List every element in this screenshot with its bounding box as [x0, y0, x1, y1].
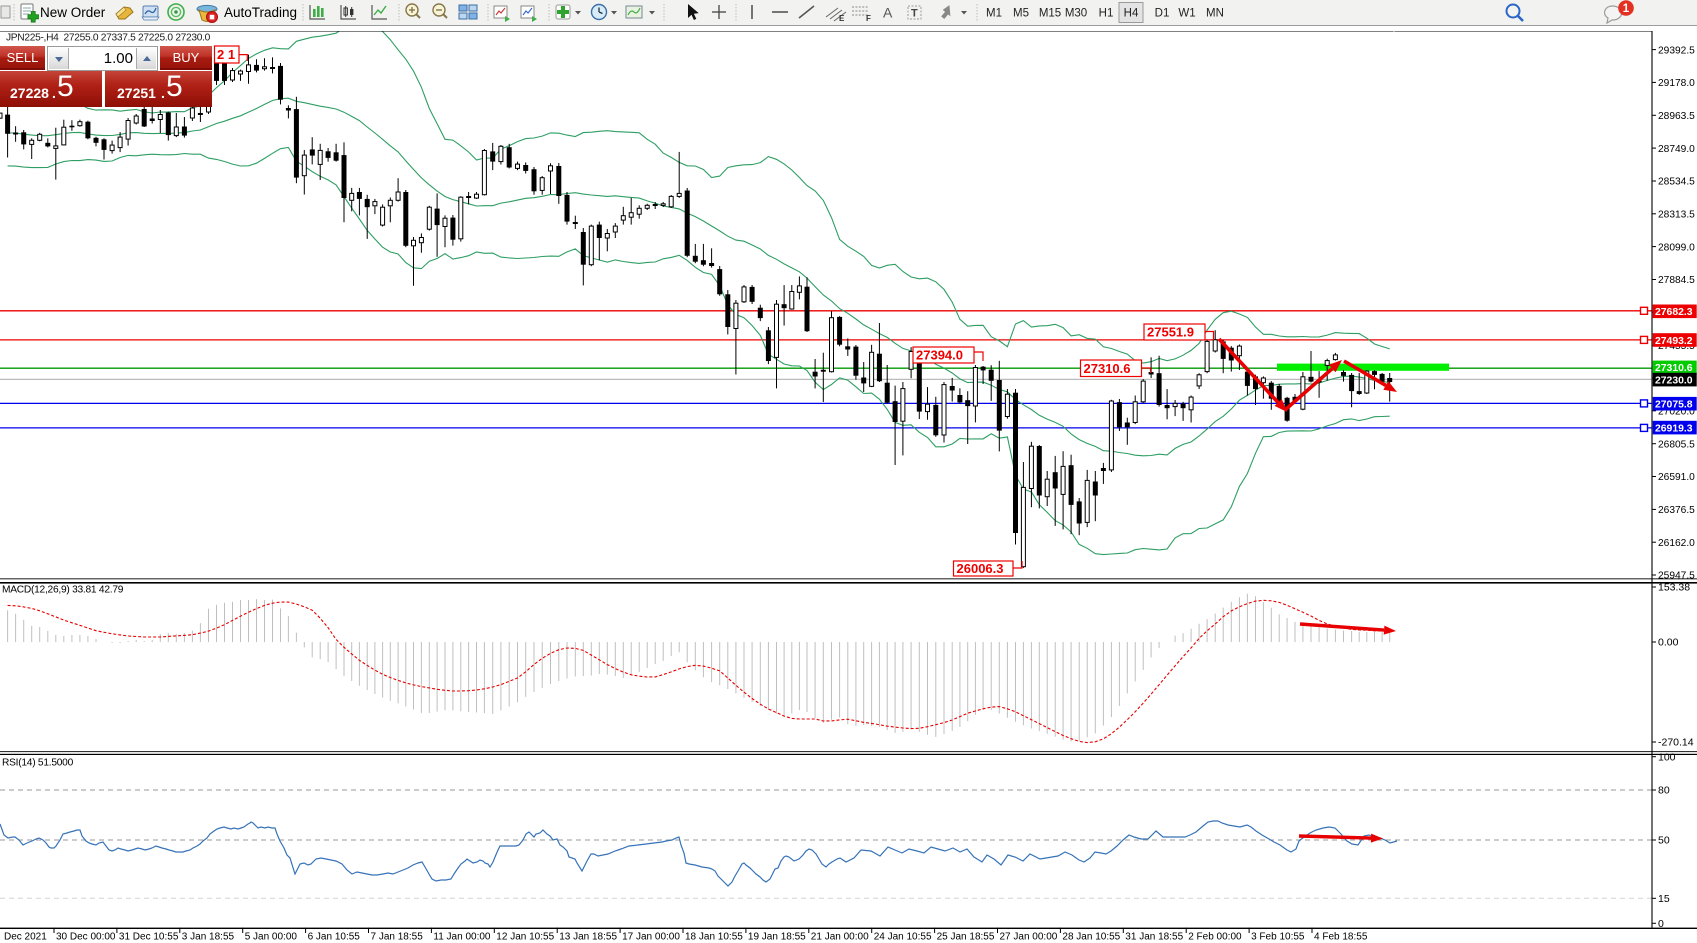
svg-text:JPN225-,H4 27255.0 27337.5 27: JPN225-,H4 27255.0 27337.5 27225.0 27230…	[6, 33, 211, 44]
svg-text:M5: M5	[1013, 8, 1029, 20]
svg-text:26006.3: 26006.3	[957, 561, 1004, 576]
svg-text:3 Feb 10:55: 3 Feb 10:55	[1251, 932, 1305, 943]
svg-text:E: E	[839, 14, 845, 23]
svg-text:F: F	[866, 14, 871, 23]
svg-text:24 Jan 10:55: 24 Jan 10:55	[874, 932, 932, 943]
svg-text:100: 100	[1658, 751, 1676, 763]
svg-text:31 Dec 10:55: 31 Dec 10:55	[119, 932, 179, 943]
svg-text:RSI(14) 51.5000: RSI(14) 51.5000	[2, 758, 74, 769]
svg-text:13 Jan 18:55: 13 Jan 18:55	[559, 932, 617, 943]
svg-text:T: T	[911, 8, 918, 20]
svg-text:28749.0: 28749.0	[1658, 144, 1695, 155]
svg-text:0.00: 0.00	[1658, 637, 1679, 649]
svg-text:17 Jan 00:00: 17 Jan 00:00	[622, 932, 680, 943]
svg-text:28963.5: 28963.5	[1658, 111, 1695, 122]
svg-text:26805.5: 26805.5	[1658, 439, 1695, 450]
svg-text:15: 15	[1658, 893, 1670, 905]
svg-text:19 Jan 18:55: 19 Jan 18:55	[748, 932, 806, 943]
svg-text:153.38: 153.38	[1658, 582, 1690, 594]
svg-text:1: 1	[1623, 3, 1630, 15]
svg-text:28313.5: 28313.5	[1658, 210, 1695, 221]
svg-text:28534.5: 28534.5	[1658, 177, 1695, 188]
svg-text:27551.9: 27551.9	[1147, 325, 1194, 340]
svg-text:0: 0	[1658, 918, 1664, 930]
svg-text:2 1: 2 1	[217, 47, 235, 62]
svg-text:D1: D1	[1155, 8, 1170, 20]
svg-text:-270.14: -270.14	[1658, 737, 1694, 749]
svg-text:26162.0: 26162.0	[1658, 538, 1695, 549]
svg-text:28 Jan 10:55: 28 Jan 10:55	[1062, 932, 1120, 943]
svg-text:18 Jan 10:55: 18 Jan 10:55	[685, 932, 743, 943]
svg-text:4 Feb 18:55: 4 Feb 18:55	[1314, 932, 1368, 943]
svg-text:5 Jan 00:00: 5 Jan 00:00	[245, 932, 298, 943]
svg-text:12 Jan 10:55: 12 Jan 10:55	[496, 932, 554, 943]
svg-text:M15: M15	[1039, 8, 1061, 20]
svg-text:25 Jan 18:55: 25 Jan 18:55	[937, 932, 995, 943]
svg-text:H4: H4	[1124, 8, 1139, 20]
svg-text:Dec 2021: Dec 2021	[4, 932, 47, 943]
svg-text:28099.0: 28099.0	[1658, 242, 1695, 253]
svg-text:3 Jan 18:55: 3 Jan 18:55	[182, 932, 235, 943]
svg-text:New Order: New Order	[40, 5, 106, 20]
svg-text:AutoTrading: AutoTrading	[224, 5, 297, 20]
svg-text:6 Jan 10:55: 6 Jan 10:55	[308, 932, 361, 943]
svg-text:29392.5: 29392.5	[1658, 45, 1695, 56]
svg-text:2 Feb 00:00: 2 Feb 00:00	[1188, 932, 1242, 943]
svg-text:27020.0: 27020.0	[1658, 407, 1695, 418]
svg-text:30 Dec 00:00: 30 Dec 00:00	[56, 932, 116, 943]
svg-text:11 Jan 00:00: 11 Jan 00:00	[433, 932, 491, 943]
svg-text:W1: W1	[1178, 8, 1195, 20]
svg-text:27682.3: 27682.3	[1655, 307, 1693, 318]
svg-text:27230.0: 27230.0	[1655, 375, 1693, 386]
svg-text:27884.5: 27884.5	[1658, 275, 1695, 286]
svg-text:26591.0: 26591.0	[1658, 472, 1695, 483]
svg-text:27075.8: 27075.8	[1655, 400, 1693, 411]
svg-text:26376.5: 26376.5	[1658, 505, 1695, 516]
svg-text:27 Jan 00:00: 27 Jan 00:00	[1000, 932, 1058, 943]
svg-text:27310.6: 27310.6	[1084, 361, 1131, 376]
svg-text:M1: M1	[986, 8, 1002, 20]
svg-text:27493.2: 27493.2	[1655, 336, 1693, 347]
svg-text:7 Jan 18:55: 7 Jan 18:55	[371, 932, 424, 943]
svg-text:27310.6: 27310.6	[1655, 363, 1693, 374]
svg-text:25947.5: 25947.5	[1658, 571, 1695, 582]
svg-text:M30: M30	[1065, 8, 1087, 20]
svg-text:MN: MN	[1206, 8, 1224, 20]
svg-text:29178.0: 29178.0	[1658, 78, 1695, 89]
svg-text:80: 80	[1658, 785, 1670, 797]
svg-text:31 Jan 18:55: 31 Jan 18:55	[1125, 932, 1183, 943]
svg-text:26919.3: 26919.3	[1655, 423, 1693, 434]
svg-text:MACD(12,26,9) 33.81 42.79: MACD(12,26,9) 33.81 42.79	[2, 585, 124, 596]
svg-text:H1: H1	[1099, 8, 1114, 20]
svg-text:50: 50	[1658, 835, 1670, 847]
svg-text:27394.0: 27394.0	[916, 348, 963, 363]
svg-text:21 Jan 00:00: 21 Jan 00:00	[811, 932, 869, 943]
svg-text:A: A	[883, 5, 893, 21]
